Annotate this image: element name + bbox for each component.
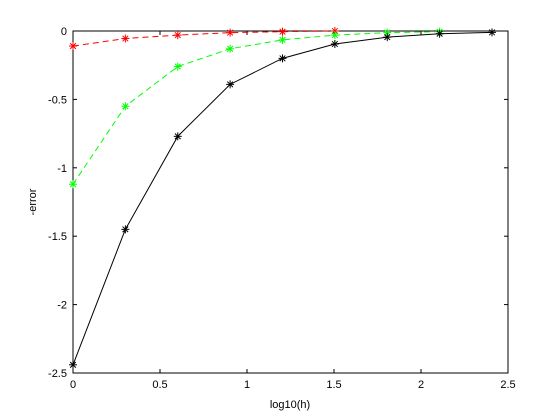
series-1 bbox=[69, 27, 339, 51]
data-point-marker bbox=[278, 27, 287, 36]
x-tick-label: 1.5 bbox=[326, 379, 341, 391]
data-point-marker bbox=[226, 28, 235, 37]
y-tick-label: 0 bbox=[61, 26, 67, 38]
series-3 bbox=[69, 28, 496, 369]
y-tick-label: -1.5 bbox=[48, 231, 67, 243]
x-tick-label: 1 bbox=[244, 379, 250, 391]
x-tick-label: 2.5 bbox=[500, 379, 515, 391]
data-point-marker bbox=[173, 31, 182, 40]
data-point-marker bbox=[69, 180, 77, 189]
x-axis-ticks: 0 0.5 1 1.5 2 2.5 bbox=[70, 31, 516, 391]
data-point-marker bbox=[383, 33, 392, 42]
y-tick-label: -2 bbox=[57, 300, 67, 312]
data-point-marker bbox=[330, 31, 339, 40]
data-point-marker bbox=[69, 360, 77, 369]
data-point-marker bbox=[121, 102, 130, 111]
data-point-marker bbox=[121, 225, 130, 234]
series-line bbox=[72, 31, 440, 185]
data-point-marker bbox=[173, 132, 182, 141]
data-point-marker bbox=[330, 39, 339, 48]
data-point-marker bbox=[435, 29, 444, 38]
y-tick-label: -0.5 bbox=[48, 94, 67, 106]
data-point-marker bbox=[278, 35, 287, 44]
series-layer bbox=[69, 27, 496, 369]
data-point-marker bbox=[226, 80, 235, 89]
data-point-marker bbox=[226, 44, 235, 53]
data-point-marker bbox=[487, 28, 496, 37]
y-axis-label: -error bbox=[27, 188, 39, 215]
y-axis-ticks: 0 -0.5 -1 -1.5 -2 -2.5 bbox=[48, 26, 508, 380]
x-tick-label: 2 bbox=[418, 379, 424, 391]
data-point-marker bbox=[173, 62, 182, 71]
y-tick-label: -1 bbox=[57, 163, 67, 175]
x-tick-label: 0 bbox=[70, 379, 76, 391]
x-axis-label: log10(h) bbox=[270, 399, 310, 411]
data-point-marker bbox=[121, 34, 130, 43]
data-point-marker bbox=[69, 42, 77, 51]
data-point-marker bbox=[278, 54, 287, 63]
plot-area bbox=[72, 30, 509, 374]
x-tick-label: 0.5 bbox=[152, 379, 167, 391]
y-tick-label: -2.5 bbox=[48, 368, 67, 380]
series-line bbox=[72, 30, 335, 47]
